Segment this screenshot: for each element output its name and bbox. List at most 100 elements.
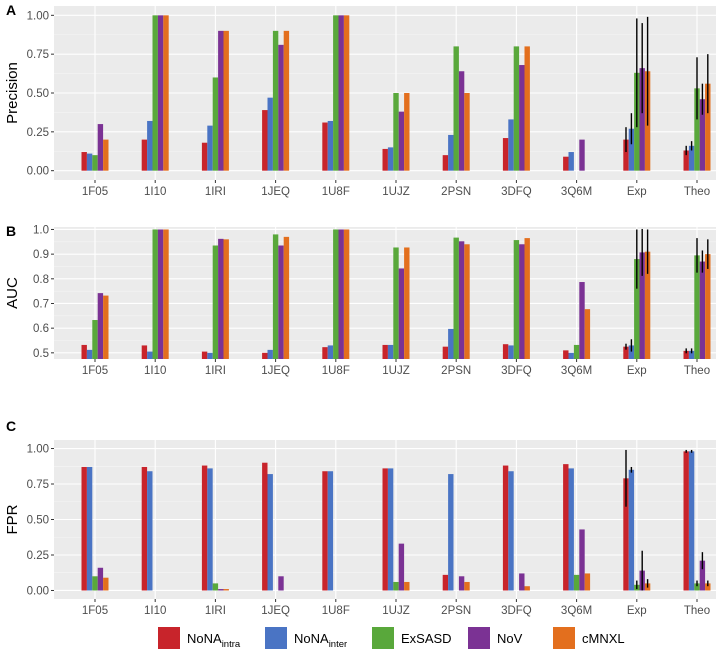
- bar-cMNXL-3Q6M: [584, 573, 591, 591]
- x-tick-label: 2PSN: [441, 186, 471, 198]
- bar-NoNA_intra-3Q6M: [563, 156, 569, 171]
- bar-cMNXL-1F05: [103, 295, 109, 359]
- x-tick-label: Exp: [627, 186, 647, 198]
- y-tick-label: 0.50: [27, 515, 49, 527]
- bar-cMNXL-1UJZ: [404, 247, 410, 359]
- bar-NoV-3DFQ: [519, 244, 525, 359]
- bar-NoNA_intra-1UJZ: [382, 468, 388, 591]
- bar-NoNA_inter-2PSN: [448, 474, 454, 591]
- panel-label: C: [6, 418, 16, 434]
- bar-NoNA_intra-Exp: [623, 139, 629, 171]
- bar-NoV-1JEQ: [278, 245, 284, 359]
- y-tick-label: 0.75: [27, 49, 49, 61]
- bar-cMNXL-1F05: [103, 577, 109, 591]
- legend-label-main: NoNA: [294, 631, 329, 646]
- x-tick-label: 3DFQ: [501, 186, 532, 198]
- bar-cMNXL-Theo: [705, 83, 711, 171]
- bar-NoV-1I10: [157, 15, 164, 171]
- bar-ExSASD-1UJZ: [393, 247, 399, 359]
- bar-NoNA_inter-Theo: [688, 350, 695, 359]
- bar-NoNA_inter-3DFQ: [508, 119, 514, 171]
- bar-NoNA_intra-3Q6M: [563, 464, 569, 591]
- y-tick-label: 0.25: [27, 127, 49, 139]
- bar-cMNXL-1I10: [163, 229, 169, 359]
- bar-ExSASD-3Q6M: [573, 344, 580, 359]
- bar-cMNXL-1IRI: [223, 589, 229, 591]
- x-tick-label: 3DFQ: [501, 365, 532, 377]
- bar-ExSASD-1JEQ: [272, 30, 279, 171]
- bar-ExSASD-1UJZ: [393, 581, 399, 591]
- x-tick-label: 1JEQ: [261, 605, 290, 617]
- x-tick-label: 3Q6M: [561, 365, 592, 377]
- y-tick-label: 1.00: [27, 444, 49, 456]
- bar-ExSASD-1IRI: [212, 583, 219, 591]
- x-tick-label: 3Q6M: [561, 186, 592, 198]
- bar-NoNA_inter-1JEQ: [267, 349, 273, 359]
- bar-NoV-1IRI: [218, 238, 224, 359]
- legend-key-exsasd: [372, 627, 394, 649]
- bar-NoNA_inter-1I10: [147, 351, 153, 359]
- bar-cMNXL-2PSN: [464, 244, 470, 359]
- x-tick-label: 1IRI: [205, 365, 226, 377]
- x-tick-label: Theo: [684, 365, 710, 377]
- bar-NoNA_intra-1I10: [141, 345, 148, 359]
- bar-NoV-Theo: [699, 261, 706, 359]
- bar-NoNA_inter-1F05: [86, 153, 93, 171]
- bar-ExSASD-1U8F: [333, 15, 339, 171]
- x-tick-label: 1I10: [144, 605, 166, 617]
- bar-NoNA_intra-1F05: [81, 152, 87, 171]
- bar-NoNA_inter-Exp: [628, 469, 635, 591]
- bar-NoNA_inter-Theo: [688, 451, 695, 591]
- bar-NoNA_inter-1JEQ: [267, 474, 273, 591]
- x-tick-label: 1UJZ: [382, 186, 409, 198]
- bar-NoNA_inter-1UJZ: [387, 468, 394, 591]
- bar-ExSASD-1I10: [152, 15, 158, 171]
- bar-NoNA_intra-1UJZ: [382, 148, 388, 171]
- bar-cMNXL-3DFQ: [524, 586, 530, 591]
- x-tick-label: 2PSN: [441, 605, 471, 617]
- bar-NoNA_intra-Theo: [683, 350, 689, 359]
- panel-C: 0.00 0.25 0.50 0.75 1.00 1F05 1I10 1IRI 1JEQ 1U8F…: [4, 418, 716, 617]
- bar-NoNA_inter-1U8F: [327, 471, 334, 591]
- x-tick-label: 1F05: [82, 365, 108, 377]
- bar-NoNA_inter-2PSN: [448, 328, 454, 359]
- bar-ExSASD-Exp: [634, 259, 640, 359]
- bar-NoNA_intra-1U8F: [322, 347, 328, 359]
- x-tick-label: 1JEQ: [261, 365, 290, 377]
- bar-ExSASD-1F05: [92, 576, 98, 591]
- bar-NoV-1JEQ: [278, 44, 284, 171]
- bar-NoNA_inter-1U8F: [327, 345, 334, 359]
- bar-cMNXL-1I10: [163, 15, 169, 171]
- bar-NoV-2PSN: [458, 576, 465, 591]
- x-tick-label: 1U8F: [322, 365, 350, 377]
- bar-NoNA_inter-3Q6M: [568, 468, 574, 591]
- bar-NoNA_intra-Theo: [683, 451, 689, 591]
- bar-NoV-Theo: [699, 99, 706, 171]
- bar-ExSASD-3DFQ: [513, 240, 520, 359]
- y-tick-label: 0.75: [27, 479, 49, 491]
- bar-NoNA_intra-Exp: [623, 346, 629, 359]
- y-axis-label: Precision: [4, 62, 21, 124]
- bar-NoV-1UJZ: [398, 543, 405, 591]
- bar-cMNXL-1U8F: [343, 229, 350, 359]
- bar-NoV-3DFQ: [519, 65, 525, 171]
- bar-NoNA_inter-1IRI: [207, 468, 213, 591]
- bar-NoV-1I10: [157, 229, 164, 359]
- y-axis-label: FPR: [4, 504, 21, 534]
- x-tick-label: 1UJZ: [382, 365, 409, 377]
- bar-cMNXL-Theo: [705, 254, 711, 359]
- bar-NoV-1U8F: [338, 15, 344, 171]
- bar-NoV-1IRI: [218, 589, 224, 591]
- bar-ExSASD-Theo: [694, 583, 700, 591]
- bar-cMNXL-Exp: [644, 251, 651, 359]
- x-tick-label: Theo: [684, 605, 710, 617]
- bar-cMNXL-3DFQ: [524, 238, 530, 359]
- bar-NoNA_intra-1IRI: [201, 465, 208, 591]
- x-tick-label: 3Q6M: [561, 605, 592, 617]
- bar-NoNA_inter-3Q6M: [568, 152, 574, 171]
- bar-ExSASD-1I10: [152, 229, 158, 359]
- x-tick-label: Exp: [627, 365, 647, 377]
- bar-cMNXL-2PSN: [464, 93, 470, 171]
- bar-NoNA_intra-1IRI: [201, 351, 208, 359]
- bar-ExSASD-1U8F: [333, 229, 339, 359]
